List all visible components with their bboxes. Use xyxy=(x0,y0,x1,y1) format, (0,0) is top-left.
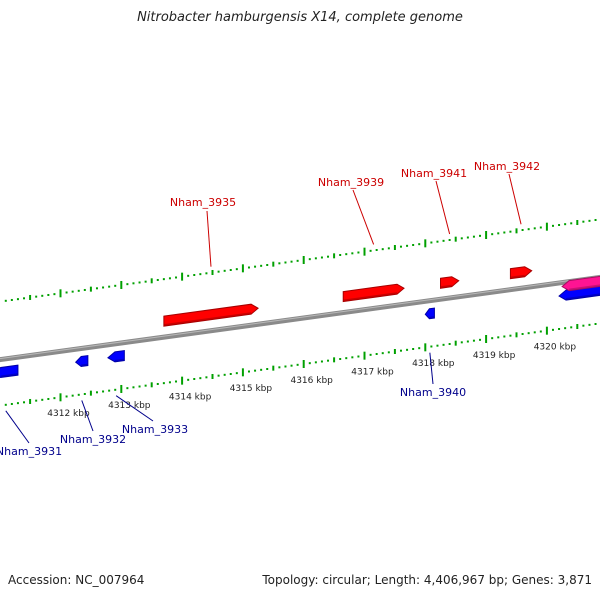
nham_3932-label: Nham_3932 xyxy=(60,433,126,446)
nham_3939-leader-line xyxy=(352,189,375,245)
nham_3942-label: Nham_3942 xyxy=(474,160,540,173)
nham_3941-label: Nham_3941 xyxy=(401,167,467,180)
nham_3933-label: Nham_3933 xyxy=(122,423,188,436)
kbp-tick-label: 4320 kbp xyxy=(534,343,577,353)
nham_3935-gene-arrow-shade xyxy=(163,312,252,327)
nham_3942-leader-line xyxy=(508,173,522,225)
genome-backbone xyxy=(0,274,600,363)
kbp-tick-label: 4317 kbp xyxy=(351,368,394,378)
kbp-tick-label: 4318 kbp xyxy=(412,359,455,369)
nham_3932-leader-line xyxy=(81,400,94,432)
genome-backbone-highlight xyxy=(0,275,600,360)
kbp-tick-label: 4312 kbp xyxy=(47,409,90,419)
nham_3939-gene-arrow-shade xyxy=(343,292,398,302)
nham_3941-leader-line xyxy=(435,180,451,235)
nham_3942-gene-arrow-shade xyxy=(510,274,525,279)
nham_3931-leader-line xyxy=(5,410,30,444)
nham_3935-leader-line xyxy=(206,210,212,267)
nham_3933-leader-line xyxy=(115,395,154,422)
kbp-tick-label: 4316 kbp xyxy=(290,376,333,386)
nham_3940-gene-arrow-shade xyxy=(429,316,435,319)
nham_3931-label: Nham_3931 xyxy=(0,445,62,458)
nham_3931-gene-arrow-shade xyxy=(0,373,18,378)
nham_3940-label: Nham_3940 xyxy=(400,386,466,399)
kbp-tick-label: 4319 kbp xyxy=(473,351,516,361)
nham_3932-gene-arrow-shade xyxy=(81,363,88,367)
nham_3940-leader-line xyxy=(429,352,434,385)
genome-summary: Topology: circular; Length: 4,406,967 bp… xyxy=(262,573,592,587)
nham_3935-label: Nham_3935 xyxy=(170,196,236,209)
nham_3939-label: Nham_3939 xyxy=(318,176,384,189)
unnamed-gene-arrow-shade xyxy=(569,284,600,291)
nham_3933-gene-arrow-shade xyxy=(114,358,125,362)
unnamed-gene-arrow-shade xyxy=(566,293,600,301)
kbp-tick-label: 4315 kbp xyxy=(230,384,273,394)
kbp-tick-label: 4314 kbp xyxy=(169,393,212,403)
map-title: Nitrobacter hamburgensis X14, complete g… xyxy=(137,10,463,25)
kbp-tick-label: 4313 kbp xyxy=(108,401,151,411)
nham_3941-gene-arrow-shade xyxy=(440,284,452,289)
accession-label: Accession: NC_007964 xyxy=(8,573,145,587)
